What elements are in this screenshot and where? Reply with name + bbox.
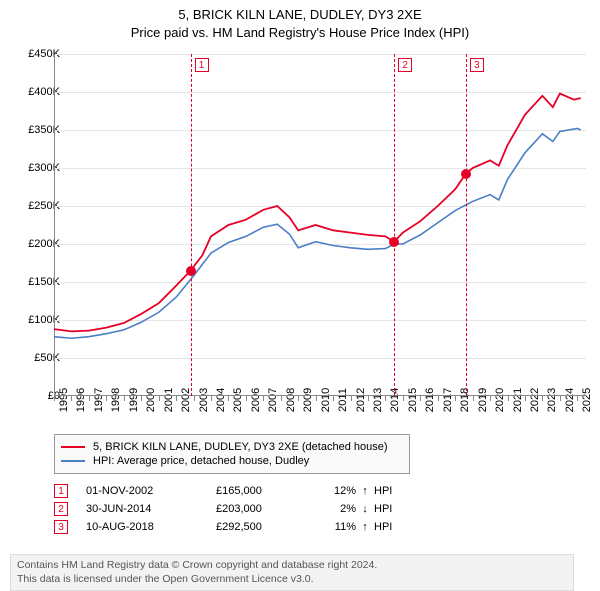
title-line1: 5, BRICK KILN LANE, DUDLEY, DY3 2XE	[0, 6, 600, 24]
line-layer	[54, 54, 586, 396]
transaction-badge: 2	[54, 502, 68, 516]
x-tick-mark	[176, 396, 177, 401]
transaction-pct: 11%	[316, 521, 356, 533]
legend-entry-property: 5, BRICK KILN LANE, DUDLEY, DY3 2XE (det…	[61, 441, 403, 453]
x-tick-mark	[281, 396, 282, 401]
chart-container: { "title_line1": "5, BRICK KILN LANE, DU…	[0, 0, 600, 590]
legend: 5, BRICK KILN LANE, DUDLEY, DY3 2XE (det…	[54, 434, 410, 474]
x-tick-mark	[438, 396, 439, 401]
transactions-table: 1 01-NOV-2002 £165,000 12% ↑ HPI 2 30-JU…	[54, 480, 410, 538]
y-tick-label: £400K	[10, 86, 60, 98]
transaction-vline	[191, 54, 192, 396]
x-tick-mark	[333, 396, 334, 401]
x-tick-mark	[368, 396, 369, 401]
x-tick-mark	[194, 396, 195, 401]
x-tick-mark	[455, 396, 456, 401]
transaction-marker	[461, 169, 471, 179]
x-tick-mark	[403, 396, 404, 401]
property-line	[54, 94, 581, 332]
transaction-marker	[186, 266, 196, 276]
x-tick-mark	[560, 396, 561, 401]
transaction-row: 2 30-JUN-2014 £203,000 2% ↓ HPI	[54, 502, 410, 516]
x-tick-mark	[159, 396, 160, 401]
arrow-icon: ↓	[356, 503, 374, 515]
title-line2: Price paid vs. HM Land Registry's House …	[0, 24, 600, 42]
legend-entry-hpi: HPI: Average price, detached house, Dudl…	[61, 455, 403, 467]
x-tick-mark	[316, 396, 317, 401]
x-tick-mark	[420, 396, 421, 401]
x-tick-mark	[351, 396, 352, 401]
y-tick-label: £300K	[10, 162, 60, 174]
transaction-hpi-label: HPI	[374, 521, 410, 533]
transaction-vline-badge: 3	[470, 58, 484, 72]
x-tick-mark	[54, 396, 55, 401]
x-tick-mark	[385, 396, 386, 401]
arrow-icon: ↑	[356, 485, 374, 497]
transaction-pct: 2%	[316, 503, 356, 515]
transaction-marker	[389, 237, 399, 247]
legend-label: HPI: Average price, detached house, Dudl…	[93, 455, 309, 467]
transaction-date: 30-JUN-2014	[86, 503, 216, 515]
x-tick-mark	[263, 396, 264, 401]
x-tick-mark	[298, 396, 299, 401]
transaction-vline-badge: 2	[398, 58, 412, 72]
attribution-footer: Contains HM Land Registry data © Crown c…	[10, 554, 574, 591]
transaction-hpi-label: HPI	[374, 503, 410, 515]
x-tick-mark	[106, 396, 107, 401]
x-tick-mark	[71, 396, 72, 401]
y-tick-label: £250K	[10, 200, 60, 212]
transaction-pct: 12%	[316, 485, 356, 497]
x-tick-mark	[211, 396, 212, 401]
x-tick-mark	[508, 396, 509, 401]
legend-label: 5, BRICK KILN LANE, DUDLEY, DY3 2XE (det…	[93, 441, 388, 453]
y-tick-label: £150K	[10, 276, 60, 288]
legend-swatch	[61, 460, 85, 462]
x-tick-mark	[473, 396, 474, 401]
x-tick-mark	[89, 396, 90, 401]
y-tick-label: £100K	[10, 314, 60, 326]
transaction-vline	[394, 54, 395, 396]
x-tick-mark	[490, 396, 491, 401]
x-tick-mark	[124, 396, 125, 401]
transaction-vline-badge: 1	[195, 58, 209, 72]
y-tick-label: £200K	[10, 238, 60, 250]
chart-title: 5, BRICK KILN LANE, DUDLEY, DY3 2XE Pric…	[0, 0, 600, 42]
arrow-icon: ↑	[356, 521, 374, 533]
transaction-price: £165,000	[216, 485, 316, 497]
transaction-badge: 3	[54, 520, 68, 534]
transaction-price: £292,500	[216, 521, 316, 533]
y-tick-label: £450K	[10, 48, 60, 60]
y-tick-label: £0	[10, 390, 60, 402]
transaction-price: £203,000	[216, 503, 316, 515]
x-tick-mark	[525, 396, 526, 401]
transaction-date: 01-NOV-2002	[86, 485, 216, 497]
x-tick-mark	[542, 396, 543, 401]
x-tick-mark	[577, 396, 578, 401]
legend-swatch	[61, 446, 85, 448]
transaction-row: 1 01-NOV-2002 £165,000 12% ↑ HPI	[54, 484, 410, 498]
x-tick-mark	[228, 396, 229, 401]
x-tick-mark	[246, 396, 247, 401]
y-tick-label: £350K	[10, 124, 60, 136]
x-tick-mark	[141, 396, 142, 401]
transaction-vline	[466, 54, 467, 396]
transaction-date: 10-AUG-2018	[86, 521, 216, 533]
footer-line1: Contains HM Land Registry data © Crown c…	[17, 559, 567, 573]
transaction-row: 3 10-AUG-2018 £292,500 11% ↑ HPI	[54, 520, 410, 534]
transaction-hpi-label: HPI	[374, 485, 410, 497]
transaction-badge: 1	[54, 484, 68, 498]
footer-line2: This data is licensed under the Open Gov…	[17, 573, 567, 587]
y-tick-label: £50K	[10, 352, 60, 364]
